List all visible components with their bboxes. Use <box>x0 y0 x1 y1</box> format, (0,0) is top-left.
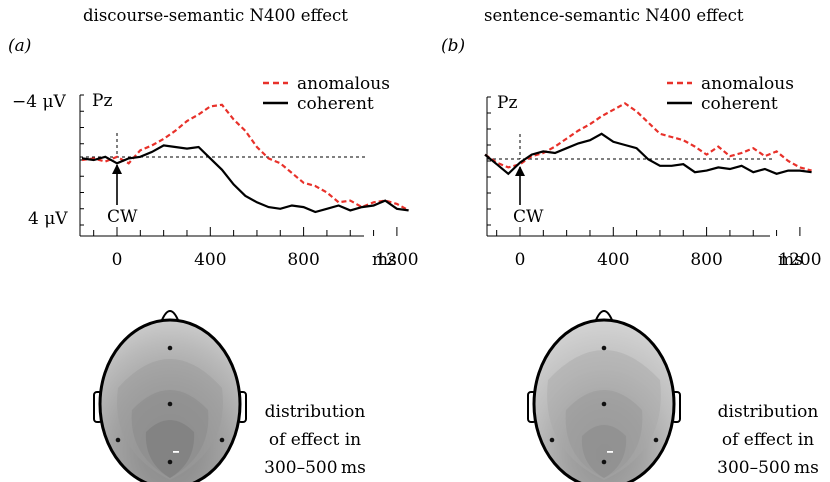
panel-b-electrode-label: Pz <box>497 93 517 113</box>
panel-b-x-ticks <box>496 227 801 236</box>
panel-a-y-bottom-label: 4 μV <box>28 209 68 229</box>
panel-a-contour-3 <box>145 420 195 478</box>
panel-b-contour-3 <box>581 425 627 478</box>
panel-a-x-tick-labels: 0 400 800 1200 <box>112 250 419 270</box>
panel-b-electrode-fz <box>601 345 607 351</box>
panel-a-electrode-fz <box>167 345 173 351</box>
panel-b-caption-line-1: distribution <box>717 402 819 422</box>
x-tick-label: 400 <box>597 250 629 270</box>
panel-a-electrode-left <box>115 437 121 443</box>
x-tick-label: 0 <box>112 250 123 270</box>
panel-a-electrode-right <box>219 437 225 443</box>
panel-b-peak-marker <box>607 451 613 453</box>
panel-b-legend-anomalous: anomalous <box>701 74 794 94</box>
panel-b-scalp-map <box>527 310 681 482</box>
panel-a-distribution-caption: distribution of effect in 300–500 ms <box>262 398 368 482</box>
panel-a-peak-marker <box>173 451 179 453</box>
panel-a-caption-line-3: 300–500 ms <box>264 458 366 478</box>
panel-b-x-tick-labels: 0 400 800 1200 <box>515 250 822 270</box>
x-tick-label: 1200 <box>375 250 418 270</box>
panel-a-x-ticks <box>93 227 398 236</box>
panel-a-electrode-label: Pz <box>92 91 112 111</box>
x-tick-label: 800 <box>690 250 722 270</box>
panel-a-legend-coherent: coherent <box>297 94 374 114</box>
panel-b-y-ticks <box>487 96 491 226</box>
panel-a-caption-line-2: of effect in <box>268 430 362 450</box>
panel-b-onset-label: CW <box>513 207 544 227</box>
panel-b-nose-icon <box>595 310 613 321</box>
x-tick-label: 0 <box>515 250 526 270</box>
panel-a-label: (a) <box>8 36 32 56</box>
panel-a-onset-label: CW <box>107 207 138 227</box>
panel-b-electrode-right <box>653 437 659 443</box>
panel-b-electrode-pz <box>601 459 607 465</box>
panel-a-electrode-pz <box>167 459 173 465</box>
panel-a-electrode-cz <box>167 401 173 407</box>
panel-b-electrode-cz <box>601 401 607 407</box>
panel-a-coherent-line <box>81 144 409 214</box>
panel-b-electrode-left <box>549 437 555 443</box>
panel-a-legend-anomalous: anomalous <box>297 74 390 94</box>
panel-b-legend-coherent: coherent <box>701 94 778 114</box>
panel-b-arrowhead <box>515 166 525 176</box>
panel-a-nose-icon <box>161 310 179 321</box>
panel-b-distribution-caption: distribution of effect in 300–500 ms <box>715 398 821 482</box>
x-tick-label: 400 <box>194 250 226 270</box>
panel-a-chart: −4 μV 4 μV Pz CW 0 400 800 1200 ms anomalou… <box>12 74 419 270</box>
panel-b-caption-line-2: of effect in <box>721 430 815 450</box>
panel-b-label: (b) <box>441 36 466 56</box>
panel-a-arrowhead <box>112 164 122 174</box>
x-tick-label: 800 <box>287 250 319 270</box>
panel-b-title: sentence-semantic N400 effect <box>484 6 744 25</box>
panel-a-y-top-label: −4 μV <box>12 92 67 112</box>
panel-a-title: discourse-semantic N400 effect <box>83 6 348 25</box>
panel-b-x-unit: ms <box>778 250 803 270</box>
panel-b-coherent-line <box>484 132 812 176</box>
panel-a-scalp-map <box>93 310 247 482</box>
panel-a-x-unit: ms <box>372 250 397 270</box>
panel-b-caption-line-3: 300–500 ms <box>717 458 819 478</box>
panel-b-chart: Pz CW 0 400 800 1200 ms anomalous coherent <box>484 74 822 270</box>
x-tick-label: 1200 <box>778 250 821 270</box>
panel-a-caption-line-1: distribution <box>264 402 366 422</box>
